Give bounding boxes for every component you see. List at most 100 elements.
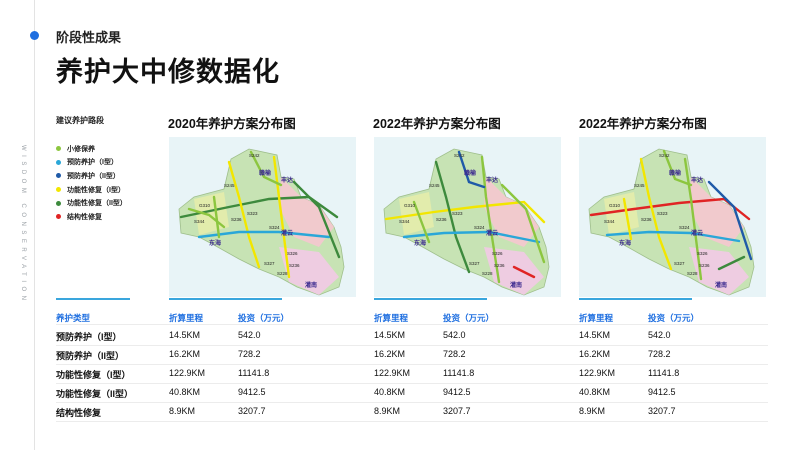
road-map: 丰达 东海 灌云 灌南 赣榆 S242 S245 G310 S236 S344 S323 S324 S3… (374, 137, 561, 297)
road-label: S323 (452, 211, 463, 216)
row-mileage: 8.9KM (169, 406, 196, 416)
legend-dot (56, 146, 61, 152)
row-invest: 11141.8 (648, 368, 680, 378)
legend-label: 功能性修复（I型） (67, 186, 125, 194)
place-label: 灌南 (715, 281, 727, 289)
legend-dot (56, 187, 61, 193)
section-subtitle: 阶段性成果 (56, 30, 122, 45)
road-label: S228 (687, 271, 698, 276)
row-invest: 542.0 (443, 330, 466, 340)
road-segment (434, 160, 471, 274)
row-mileage: 40.8KM (374, 387, 406, 397)
road-label: S344 (194, 219, 205, 224)
place-label: 灌云 (691, 229, 703, 237)
road-label: S236 (436, 217, 447, 222)
row-mileage: 14.5KM (374, 330, 406, 340)
road-label: S324 (679, 225, 690, 230)
place-label: 灌云 (486, 229, 498, 237)
place-label: 灌南 (305, 281, 317, 289)
legend-item: 预防养护（II型） (56, 169, 166, 183)
road-label: S324 (474, 225, 485, 230)
table-row: 结构性修复 8.9KM 3207.7 8.9KM 3207.7 8.9KM 32… (56, 402, 768, 422)
left-guide-line (34, 0, 35, 450)
legend-item: 小修保养 (56, 142, 166, 156)
header-divider (56, 324, 768, 325)
row-invest: 3207.7 (443, 406, 471, 416)
table-header-type: 养护类型 (56, 313, 91, 323)
table-header-invest: 投资（万元） (238, 313, 290, 323)
road-segment (457, 150, 486, 189)
table-header-invest: 投资（万元） (443, 313, 495, 323)
legend-label: 预防养护（II型） (67, 172, 120, 180)
road-label: S236 (641, 217, 652, 222)
row-type: 功能性修复（II型） (56, 389, 134, 399)
row-mileage: 122.9KM (169, 368, 206, 378)
legend-label: 小修保养 (67, 145, 95, 153)
map-zone-magenta (279, 247, 339, 295)
page-title: 养护大中修数据化 (56, 57, 280, 87)
road-segment (639, 157, 673, 271)
header-accent-bar (169, 298, 282, 300)
road-segment (480, 155, 501, 284)
row-mileage: 14.5KM (579, 330, 611, 340)
map-zone-magenta (689, 247, 749, 295)
row-invest: 3207.7 (238, 406, 266, 416)
road-segment (605, 230, 741, 243)
road-label: G310 (404, 203, 416, 208)
row-mileage: 122.9KM (374, 368, 411, 378)
road-segment (179, 195, 339, 219)
road-label: S228 (482, 271, 493, 276)
legend-item: 预防养护（I型） (56, 156, 166, 170)
road-label: S242 (249, 153, 260, 158)
legend-dot (56, 200, 61, 206)
road-label: S326 (287, 251, 298, 256)
road-map: 丰达 东海 灌云 灌南 赣榆 S242 S245 G310 S236 S344 S323 S324 S3… (579, 137, 766, 297)
road-segment (512, 265, 536, 279)
table-header-mileage: 折算里程 (169, 313, 204, 323)
road-segment (187, 207, 226, 229)
place-label: 灌云 (281, 229, 293, 237)
legend: 建议养护路段 小修保养 预防养护（I型） 预防养护（II型） 功能性修复（I型）… (56, 115, 166, 224)
legend-dot (56, 159, 61, 165)
road-segment (683, 157, 703, 281)
row-invest: 9412.5 (238, 387, 266, 397)
road-label: S236 (231, 217, 242, 222)
row-invest: 728.2 (648, 349, 671, 359)
map-title: 2022年养护方案分布图 (373, 117, 501, 131)
row-type: 结构性修复 (56, 408, 102, 418)
road-label: S228 (277, 271, 288, 276)
map-zone-yellow (604, 192, 639, 235)
row-mileage: 40.8KM (579, 387, 611, 397)
row-type: 功能性修复（I型） (56, 370, 131, 380)
legend-item: 结构性修复 (56, 210, 166, 224)
road-map: 丰达 东海 灌云 灌南 赣榆 S242 S245 G310 S236 S344 S323 S324 S3… (169, 137, 356, 297)
road-label: S327 (674, 261, 685, 266)
road-segment (292, 180, 341, 259)
road-label: S323 (657, 211, 668, 216)
row-mileage: 40.8KM (169, 387, 201, 397)
row-invest: 9412.5 (648, 387, 676, 397)
road-label: S327 (469, 261, 480, 266)
road-label: S344 (604, 219, 615, 224)
table-header-invest: 投资（万元） (648, 313, 700, 323)
legend-dot (56, 214, 61, 220)
road-label: S344 (399, 219, 410, 224)
road-label: S236 (494, 263, 505, 268)
road-label: S324 (269, 225, 280, 230)
road-label: G310 (609, 203, 621, 208)
place-label: 灌南 (510, 281, 522, 289)
place-label: 赣榆 (669, 169, 682, 177)
road-segment (272, 155, 291, 279)
table-header-mileage: 折算里程 (374, 313, 409, 323)
table-row: 功能性修复（II型） 40.8KM 9412.5 40.8KM 9412.5 4… (56, 383, 768, 403)
row-invest: 542.0 (648, 330, 671, 340)
place-label: 赣榆 (259, 169, 272, 177)
row-invest: 11141.8 (443, 368, 475, 378)
place-label: 东海 (209, 239, 221, 247)
road-label: S245 (429, 183, 440, 188)
row-mileage: 14.5KM (169, 330, 201, 340)
row-mileage: 16.2KM (374, 349, 406, 359)
road-label: S242 (659, 153, 670, 158)
